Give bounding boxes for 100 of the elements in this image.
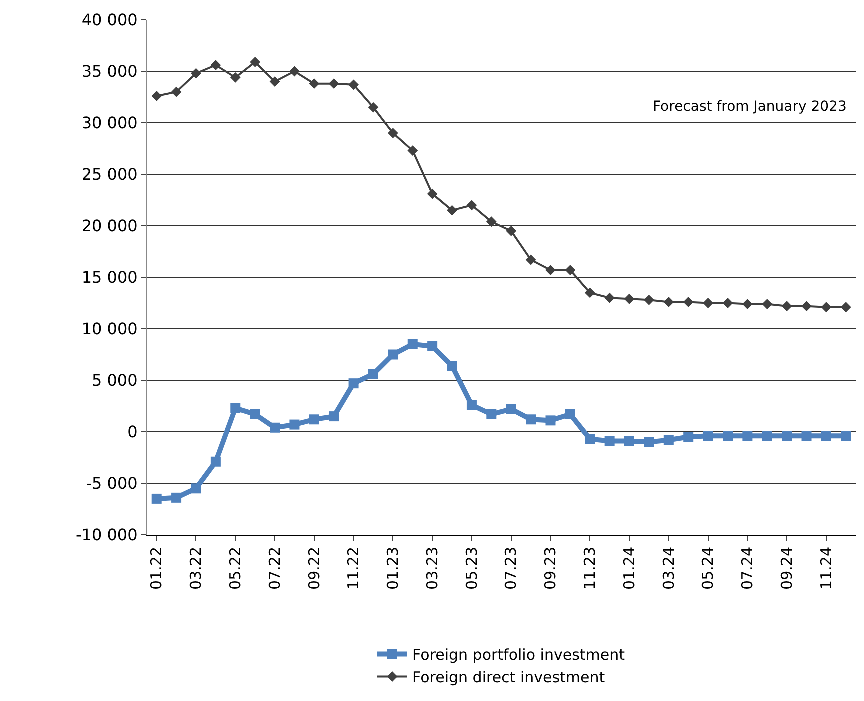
point xyxy=(546,416,556,426)
point xyxy=(684,432,694,442)
point xyxy=(506,226,517,236)
y-tick-label: 5 000 xyxy=(92,371,138,390)
point xyxy=(644,437,654,448)
x-tick-label: 07.22 xyxy=(266,547,284,590)
point xyxy=(388,350,398,360)
y-tick-label: 30 000 xyxy=(82,114,138,133)
point xyxy=(565,409,576,420)
point xyxy=(802,431,812,442)
point xyxy=(486,216,497,228)
y-tick-label: 10 000 xyxy=(82,320,138,339)
point xyxy=(348,378,359,389)
point xyxy=(408,339,418,350)
point xyxy=(506,404,516,414)
point xyxy=(270,76,280,87)
point xyxy=(408,146,418,156)
x-tick-label: 01.24 xyxy=(620,547,638,590)
x-tick-label: 11.22 xyxy=(344,547,363,590)
point xyxy=(742,431,753,442)
point xyxy=(210,60,222,71)
y-tick-label: 40 000 xyxy=(82,10,138,30)
y-tick-label: 25 000 xyxy=(82,165,138,184)
y-tick-label: 35 000 xyxy=(82,62,138,82)
point xyxy=(546,265,556,276)
y-tick-label: -10 000 xyxy=(76,526,138,545)
point xyxy=(762,431,772,442)
point xyxy=(328,78,340,90)
point xyxy=(585,434,596,444)
legend-label: Foreign portfolio investment xyxy=(412,646,626,664)
point xyxy=(722,431,733,442)
point xyxy=(486,409,497,420)
x-tick-label: 01.23 xyxy=(384,547,402,590)
point xyxy=(368,369,378,380)
point xyxy=(191,484,202,494)
point xyxy=(270,422,280,433)
point xyxy=(368,102,379,113)
point xyxy=(526,414,536,425)
point xyxy=(152,91,162,102)
point xyxy=(447,361,458,372)
point xyxy=(427,188,438,200)
point xyxy=(782,431,792,442)
point xyxy=(309,414,320,425)
point xyxy=(466,400,477,410)
point xyxy=(466,200,478,211)
point xyxy=(624,436,635,446)
annotation: Forecast from January 2023 xyxy=(653,99,847,115)
x-tick-label: 05.22 xyxy=(226,547,245,590)
point xyxy=(742,299,753,310)
point xyxy=(388,128,398,138)
point xyxy=(309,78,320,90)
x-tick-label: 03.23 xyxy=(423,547,442,590)
point xyxy=(447,205,458,216)
point xyxy=(152,494,162,504)
y-tick-label: 20 000 xyxy=(82,216,138,236)
point xyxy=(722,298,734,308)
x-tick-label: 01.22 xyxy=(148,547,166,590)
point xyxy=(821,431,832,442)
point xyxy=(664,435,674,446)
point xyxy=(290,420,300,430)
point xyxy=(230,72,241,83)
y-tick-label: -5 000 xyxy=(86,474,138,494)
point xyxy=(821,302,832,313)
point xyxy=(171,86,182,98)
x-tick-label: 11.23 xyxy=(580,547,599,590)
x-tick-label: 03.22 xyxy=(187,547,206,590)
point xyxy=(584,288,596,298)
x-tick-label: 09.23 xyxy=(542,547,560,590)
x-tick-label: 05.23 xyxy=(462,547,481,590)
point xyxy=(782,301,792,312)
point xyxy=(624,294,635,304)
point xyxy=(644,294,654,306)
point xyxy=(664,297,674,308)
legend-label: Foreign direct investment xyxy=(412,668,606,687)
point xyxy=(565,265,576,276)
point xyxy=(703,298,714,308)
x-tick-label: 07.24 xyxy=(738,547,757,590)
point xyxy=(230,403,241,414)
point xyxy=(428,342,438,352)
x-tick-label: 09.24 xyxy=(778,547,796,590)
point xyxy=(604,292,616,304)
point xyxy=(840,302,852,313)
point xyxy=(210,456,221,467)
x-tick-label: 05.24 xyxy=(699,547,718,590)
point xyxy=(250,57,261,68)
point xyxy=(762,299,773,310)
x-tick-label: 07.23 xyxy=(502,547,520,590)
point xyxy=(802,301,812,312)
point xyxy=(191,68,202,79)
x-tick-label: 09.22 xyxy=(305,547,324,590)
point xyxy=(683,297,694,308)
point xyxy=(250,409,260,420)
x-tick-label: 03.24 xyxy=(660,547,678,590)
point xyxy=(841,431,852,442)
point xyxy=(290,66,300,77)
x-tick-label: 11.24 xyxy=(817,547,836,590)
point xyxy=(348,80,359,90)
y-tick-label: 0 xyxy=(128,422,138,442)
y-tick-label: 15 000 xyxy=(82,268,138,288)
point xyxy=(604,436,615,446)
